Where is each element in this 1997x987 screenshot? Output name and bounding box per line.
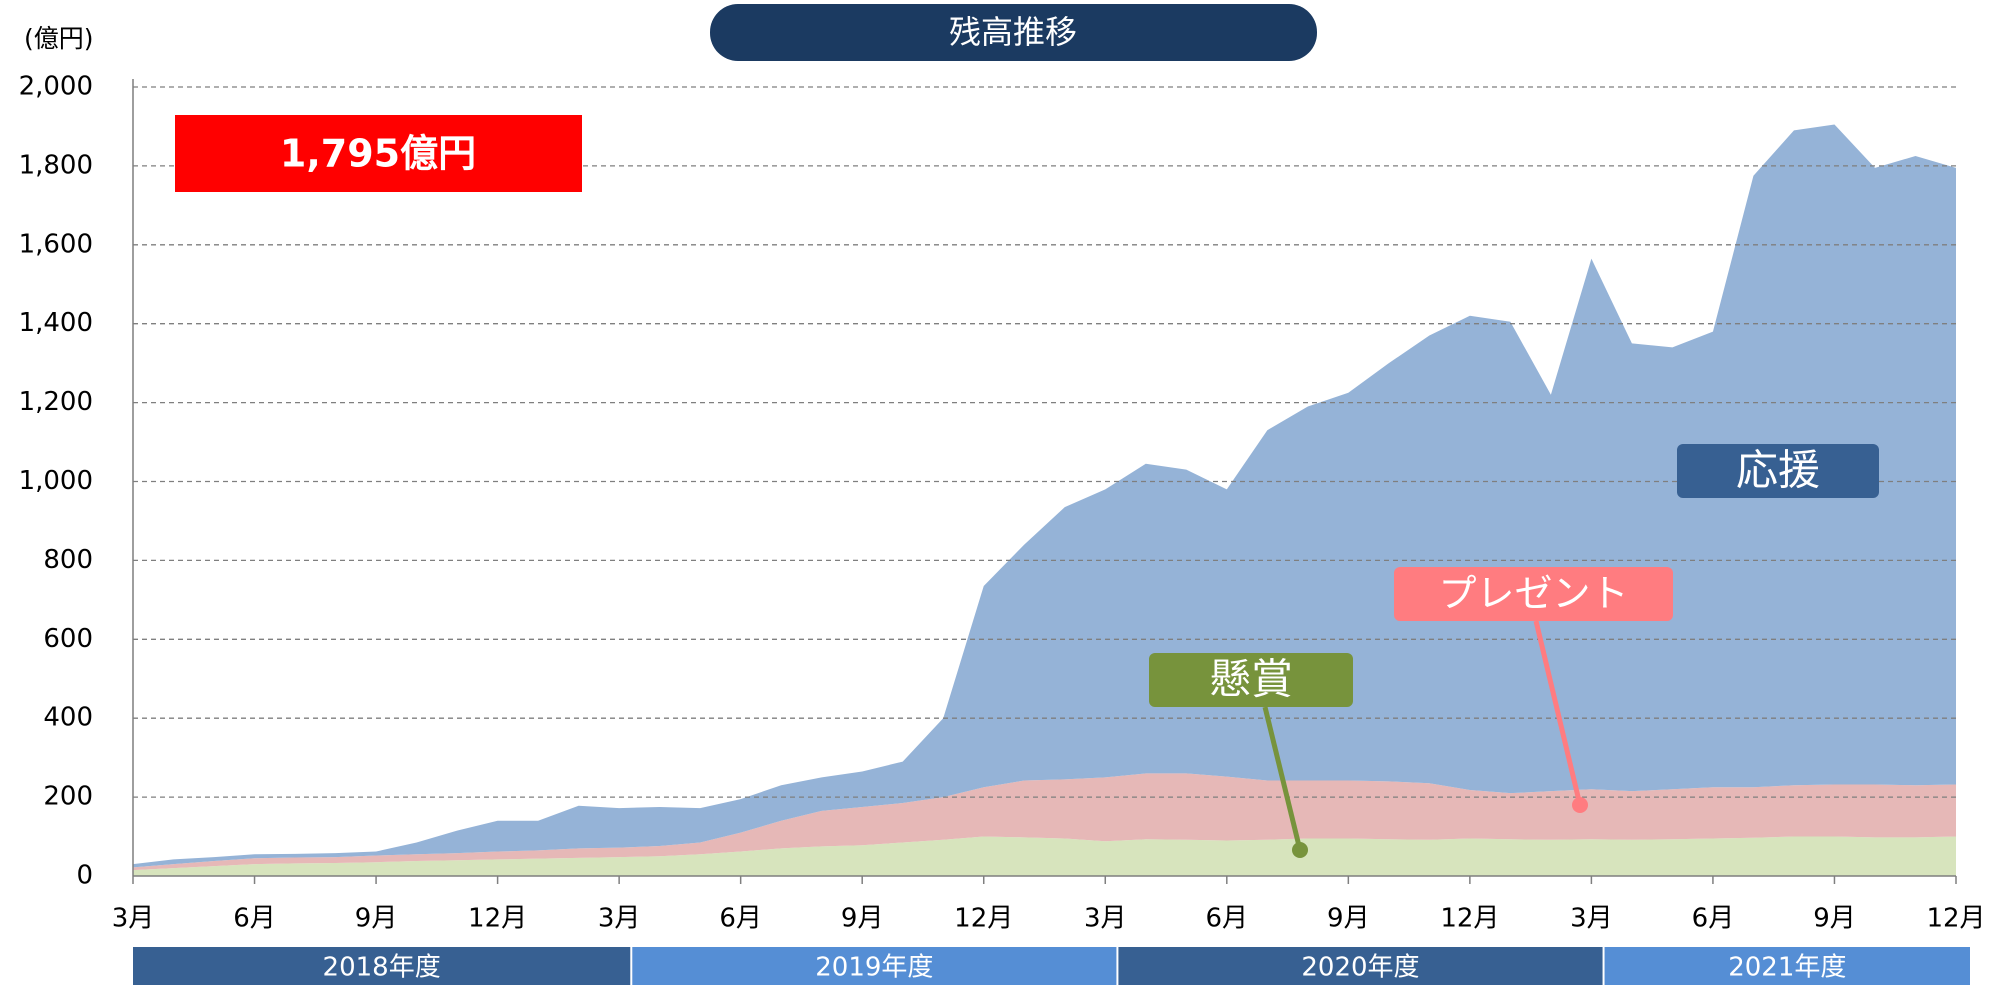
x-tick-label: 12月 (1440, 904, 1499, 934)
fiscal-year-label: 2020年度 (1301, 953, 1419, 983)
y-tick-label: 1,000 (19, 466, 93, 496)
legend-box (1149, 653, 1353, 707)
legend-label: プレゼント (1438, 572, 1628, 616)
label-pointer-dot (1292, 842, 1308, 858)
label-pointer (1262, 706, 1303, 851)
x-tick-label: 12月 (954, 904, 1013, 934)
x-tick-label: 12月 (468, 904, 527, 934)
x-tick-label: 3月 (1570, 904, 1613, 934)
annotation: 1,795億円 (280, 132, 476, 176)
label-pointer-dot (1572, 797, 1588, 813)
label-pointer (1533, 620, 1583, 806)
fiscal-year-label: 2021年度 (1728, 953, 1846, 983)
y-tick-label: 200 (43, 782, 93, 812)
x-tick-label: 3月 (1084, 904, 1127, 934)
area (133, 124, 1956, 868)
y-tick-label: 1,600 (19, 229, 93, 259)
legend-box (1677, 444, 1879, 498)
x-tick-label: 3月 (598, 904, 641, 934)
fiscal-year-label: 2019年度 (815, 953, 933, 983)
fiscal-year-band (133, 947, 631, 985)
plot-area (133, 124, 1956, 876)
area (133, 836, 1956, 876)
fiscal-year-band (1604, 947, 1970, 985)
y-tick-label: 800 (43, 545, 93, 575)
legend-label: 懸賞 (1209, 655, 1293, 704)
x-tick-label: 6月 (1206, 904, 1249, 934)
y-tick-label: 1,200 (19, 387, 93, 417)
y-unit-label: (億円) (24, 24, 94, 53)
y-tick-label: 400 (43, 703, 93, 733)
x-tick-label: 9月 (1327, 904, 1370, 934)
x-tick-label: 12月 (1926, 904, 1985, 934)
title-box (710, 4, 1317, 61)
x-tick-label: 3月 (112, 904, 155, 934)
chart-title: 残高推移 (949, 13, 1077, 51)
y-tick-label: 1,400 (19, 308, 93, 338)
x-tick-label: 6月 (1692, 904, 1735, 934)
y-tick-label: 2,000 (19, 72, 93, 102)
x-tick-label: 6月 (719, 904, 762, 934)
fiscal-year-label: 2018年度 (323, 953, 441, 983)
x-tick-label: 9月 (355, 904, 398, 934)
fiscal-year-band (1118, 947, 1603, 985)
area (133, 773, 1956, 871)
x-tick-label: 9月 (1813, 904, 1856, 934)
annotation-box (175, 115, 582, 192)
legend-label: 応援 (1736, 446, 1820, 495)
fiscal-year-band (632, 947, 1117, 985)
y-tick-label: 600 (43, 624, 93, 654)
y-tick-label: 1,800 (19, 150, 93, 180)
y-tick-label: 0 (76, 861, 93, 891)
legend-box (1394, 567, 1673, 621)
x-tick-label: 9月 (841, 904, 884, 934)
x-tick-label: 6月 (233, 904, 276, 934)
